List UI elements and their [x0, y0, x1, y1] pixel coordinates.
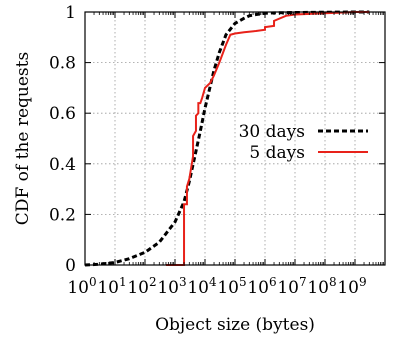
- series-layer: [84, 10, 370, 267]
- legend-label: 5 days: [249, 143, 305, 163]
- plot-frame: [84, 11, 386, 266]
- x-tick-label: 102: [127, 275, 156, 298]
- series-line-30-days: [84, 10, 370, 267]
- x-tick-label: 100: [67, 275, 96, 298]
- x-tick-label: 108: [307, 275, 336, 298]
- y-tick-label: 1: [65, 3, 76, 23]
- y-tick-label: 0.6: [49, 104, 76, 124]
- x-tick-label: 103: [157, 275, 186, 298]
- x-tick-label: 106: [247, 275, 276, 298]
- x-tick-label: 109: [337, 275, 366, 298]
- legend-label: 30 days: [239, 122, 305, 142]
- y-tick-label: 0.8: [49, 54, 76, 74]
- x-tick-label: 105: [217, 275, 246, 298]
- x-axis-title: Object size (bytes): [155, 315, 315, 335]
- x-tick-label: 101: [97, 275, 126, 298]
- y-tick-label: 0.2: [49, 205, 76, 225]
- series-line-5-days: [165, 11, 370, 266]
- x-tick-label: 104: [187, 275, 217, 298]
- y-tick-label: 0.4: [49, 155, 76, 175]
- x-tick-label: 107: [277, 275, 306, 298]
- y-tick-label: 0: [65, 256, 76, 276]
- grid-layer: [85, 12, 385, 265]
- y-axis-title: CDF of the requests: [13, 52, 33, 225]
